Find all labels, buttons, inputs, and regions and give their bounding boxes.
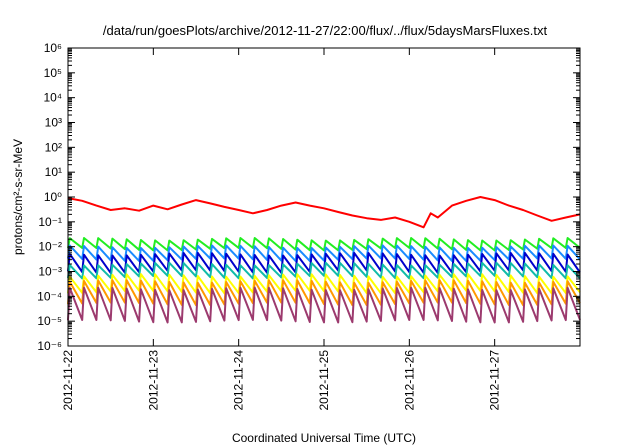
x-tick-label: 2012-11-23 bbox=[146, 350, 160, 411]
y-tick-label: 10⁰ bbox=[44, 190, 62, 204]
tick-layer: 10⁻⁶ 10⁻⁵ 10⁻⁴ 10⁻³ 10⁻² 10⁻¹ 10⁰ 10¹ 10² 10³ 10⁴ 1… bbox=[37, 41, 580, 411]
y-tick-label: 10⁴ bbox=[43, 91, 62, 105]
y-tick-label: 10⁻⁵ bbox=[37, 314, 62, 328]
flux-series-5 bbox=[67, 261, 581, 280]
x-axis-label: Coordinated Universal Time (UTC) bbox=[232, 431, 416, 445]
x-tick-label: 2012-11-26 bbox=[402, 350, 416, 411]
y-tick-label: 10⁻³ bbox=[38, 265, 62, 279]
y-tick-label: 10² bbox=[45, 140, 62, 154]
y-tick-label: 10⁻⁴ bbox=[37, 289, 62, 303]
y-tick-label: 10⁵ bbox=[44, 66, 62, 80]
y-tick-label: 10⁻⁶ bbox=[37, 339, 62, 353]
x-tick-label: 2012-11-27 bbox=[488, 350, 502, 411]
flux-series-1 bbox=[67, 196, 581, 229]
y-tick-label: 10¹ bbox=[45, 165, 62, 179]
y-tick-label: 10³ bbox=[45, 116, 62, 130]
flux-series-2 bbox=[67, 237, 581, 252]
x-tick-label: 2012-11-25 bbox=[317, 350, 331, 411]
x-tick-label: 2012-11-24 bbox=[232, 350, 246, 411]
chart-title: /data/run/goesPlots/archive/2012-11-27/2… bbox=[103, 23, 548, 38]
y-tick-label: 10⁶ bbox=[44, 41, 62, 55]
flux-series-8 bbox=[67, 286, 581, 324]
flux-series-6 bbox=[67, 273, 581, 295]
flux-series-3 bbox=[67, 244, 581, 262]
y-tick-label: 10⁻² bbox=[38, 240, 62, 254]
y-axis-label: protons/cm²-s-sr-MeV bbox=[11, 139, 25, 255]
series-layer bbox=[67, 196, 581, 324]
y-tick-label: 10⁻¹ bbox=[38, 215, 62, 229]
x-tick-label: 2012-11-22 bbox=[61, 350, 75, 411]
